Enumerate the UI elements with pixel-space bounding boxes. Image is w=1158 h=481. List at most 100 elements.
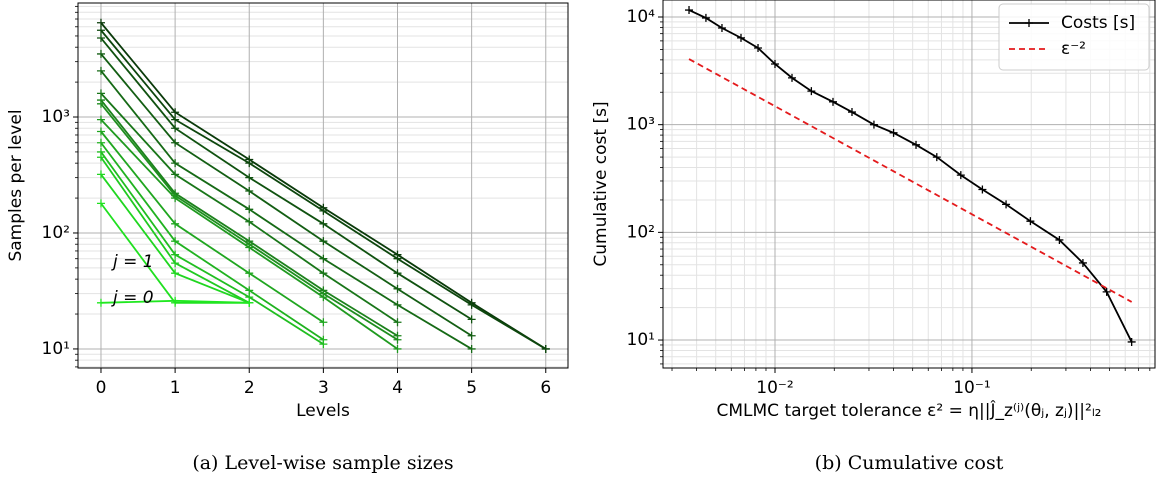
- marker: [1026, 217, 1035, 226]
- y-tick-label: 10³: [42, 107, 70, 127]
- axes-frame: [662, 0, 1156, 369]
- marker: [245, 173, 254, 182]
- marker: [889, 128, 898, 137]
- marker: [96, 49, 105, 58]
- x-tick-label: 4: [392, 378, 403, 398]
- marker: [96, 66, 105, 75]
- y-tick-label: 10³: [627, 115, 655, 135]
- marker: [1002, 200, 1011, 209]
- x-tick-label: 3: [318, 378, 329, 398]
- x-tick-label: 6: [540, 378, 551, 398]
- marker: [467, 315, 476, 324]
- marker: [978, 185, 987, 194]
- series-line: [100, 70, 473, 350]
- y-tick-label: 10¹: [627, 330, 655, 350]
- marker: [171, 237, 180, 246]
- x-axis-label: Levels: [296, 401, 350, 421]
- marker: [96, 26, 105, 35]
- marker: [245, 159, 254, 168]
- marker: [96, 115, 105, 124]
- x-tick-label: 10⁻¹: [953, 378, 990, 398]
- legend-label: Costs [s]: [1061, 13, 1135, 33]
- x-tick-label: 1: [170, 378, 181, 398]
- marker: [393, 318, 402, 327]
- marker: [807, 87, 816, 96]
- y-axis-label: Samples per level: [6, 109, 26, 261]
- marker: [96, 170, 105, 179]
- marker: [171, 250, 180, 259]
- marker: [1078, 258, 1087, 267]
- marker: [319, 254, 328, 263]
- marker: [701, 13, 710, 22]
- marker: [96, 34, 105, 43]
- marker: [467, 300, 476, 309]
- marker: [393, 269, 402, 278]
- x-tick-label: 0: [96, 378, 107, 398]
- axes-frame: [77, 2, 569, 369]
- marker: [319, 206, 328, 215]
- caption: (b) Cumulative cost: [815, 452, 1004, 474]
- marker: [319, 318, 328, 327]
- legend-box: [998, 3, 1150, 71]
- marker: [847, 108, 856, 117]
- marker: [245, 205, 254, 214]
- marker: [736, 33, 745, 42]
- annotation: j = 1: [111, 252, 154, 272]
- marker: [541, 344, 550, 353]
- marker: [1127, 337, 1136, 346]
- marker: [1055, 235, 1064, 244]
- marker: [96, 89, 105, 98]
- series-line: [100, 151, 324, 345]
- marker: [932, 153, 941, 162]
- marker: [319, 237, 328, 246]
- series-line: [100, 130, 324, 323]
- marker: [96, 298, 105, 307]
- marker: [171, 296, 180, 305]
- marker: [956, 171, 965, 180]
- marker: [869, 120, 878, 129]
- marker: [393, 300, 402, 309]
- marker: [96, 18, 105, 27]
- series-line: [100, 37, 473, 321]
- marker: [770, 59, 779, 68]
- marker: [171, 170, 180, 179]
- marker: [788, 73, 797, 82]
- plot: 10¹ 10² 10³ 10⁴ 10⁻² 10⁻¹ Costs [s] ε⁻² CMLMC ta…: [591, 0, 1156, 474]
- series-line: [100, 142, 324, 341]
- legend-label: ε⁻²: [1061, 39, 1086, 59]
- marker: [685, 6, 694, 15]
- x-tick-label: 10⁻²: [756, 378, 793, 398]
- y-tick-label: 10²: [42, 223, 70, 243]
- marker: [96, 138, 105, 147]
- marker: [96, 199, 105, 208]
- y-tick-label: 10¹: [42, 339, 70, 359]
- x-tick-label: 5: [466, 378, 477, 398]
- caption: (a) Level-wise sample sizes: [192, 452, 453, 474]
- marker: [171, 108, 180, 117]
- marker: [171, 138, 180, 147]
- marker: [393, 344, 402, 353]
- series-line: [688, 9, 1133, 343]
- marker: [717, 24, 726, 33]
- marker: [96, 127, 105, 136]
- series-line: [688, 58, 1133, 303]
- marker: [393, 254, 402, 263]
- marker: [319, 340, 328, 349]
- marker: [245, 187, 254, 196]
- marker: [1102, 287, 1111, 296]
- y-tick-label: 10⁴: [627, 7, 656, 27]
- annotation: j = 0: [111, 288, 154, 308]
- marker: [467, 331, 476, 340]
- series-line: [100, 53, 473, 337]
- marker: [754, 44, 763, 53]
- marker: [171, 194, 180, 203]
- plot: 10¹ 10² 10³ 0 1 2 3 4 5 6 j = 1 j = 0 Levels Samples …: [6, 2, 569, 474]
- series-group: [96, 18, 550, 353]
- marker: [171, 219, 180, 228]
- marker: [393, 284, 402, 293]
- marker: [171, 159, 180, 168]
- x-tick-label: 2: [244, 378, 255, 398]
- marker: [171, 259, 180, 268]
- marker: [393, 335, 402, 344]
